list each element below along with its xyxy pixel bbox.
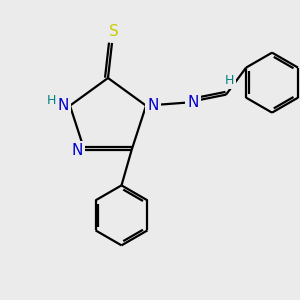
Text: H: H [46, 94, 56, 107]
Text: N: N [57, 98, 69, 113]
Text: N: N [147, 98, 159, 113]
Text: N: N [72, 143, 83, 158]
Text: N: N [188, 95, 199, 110]
Text: S: S [109, 23, 119, 38]
Text: H: H [224, 74, 234, 87]
